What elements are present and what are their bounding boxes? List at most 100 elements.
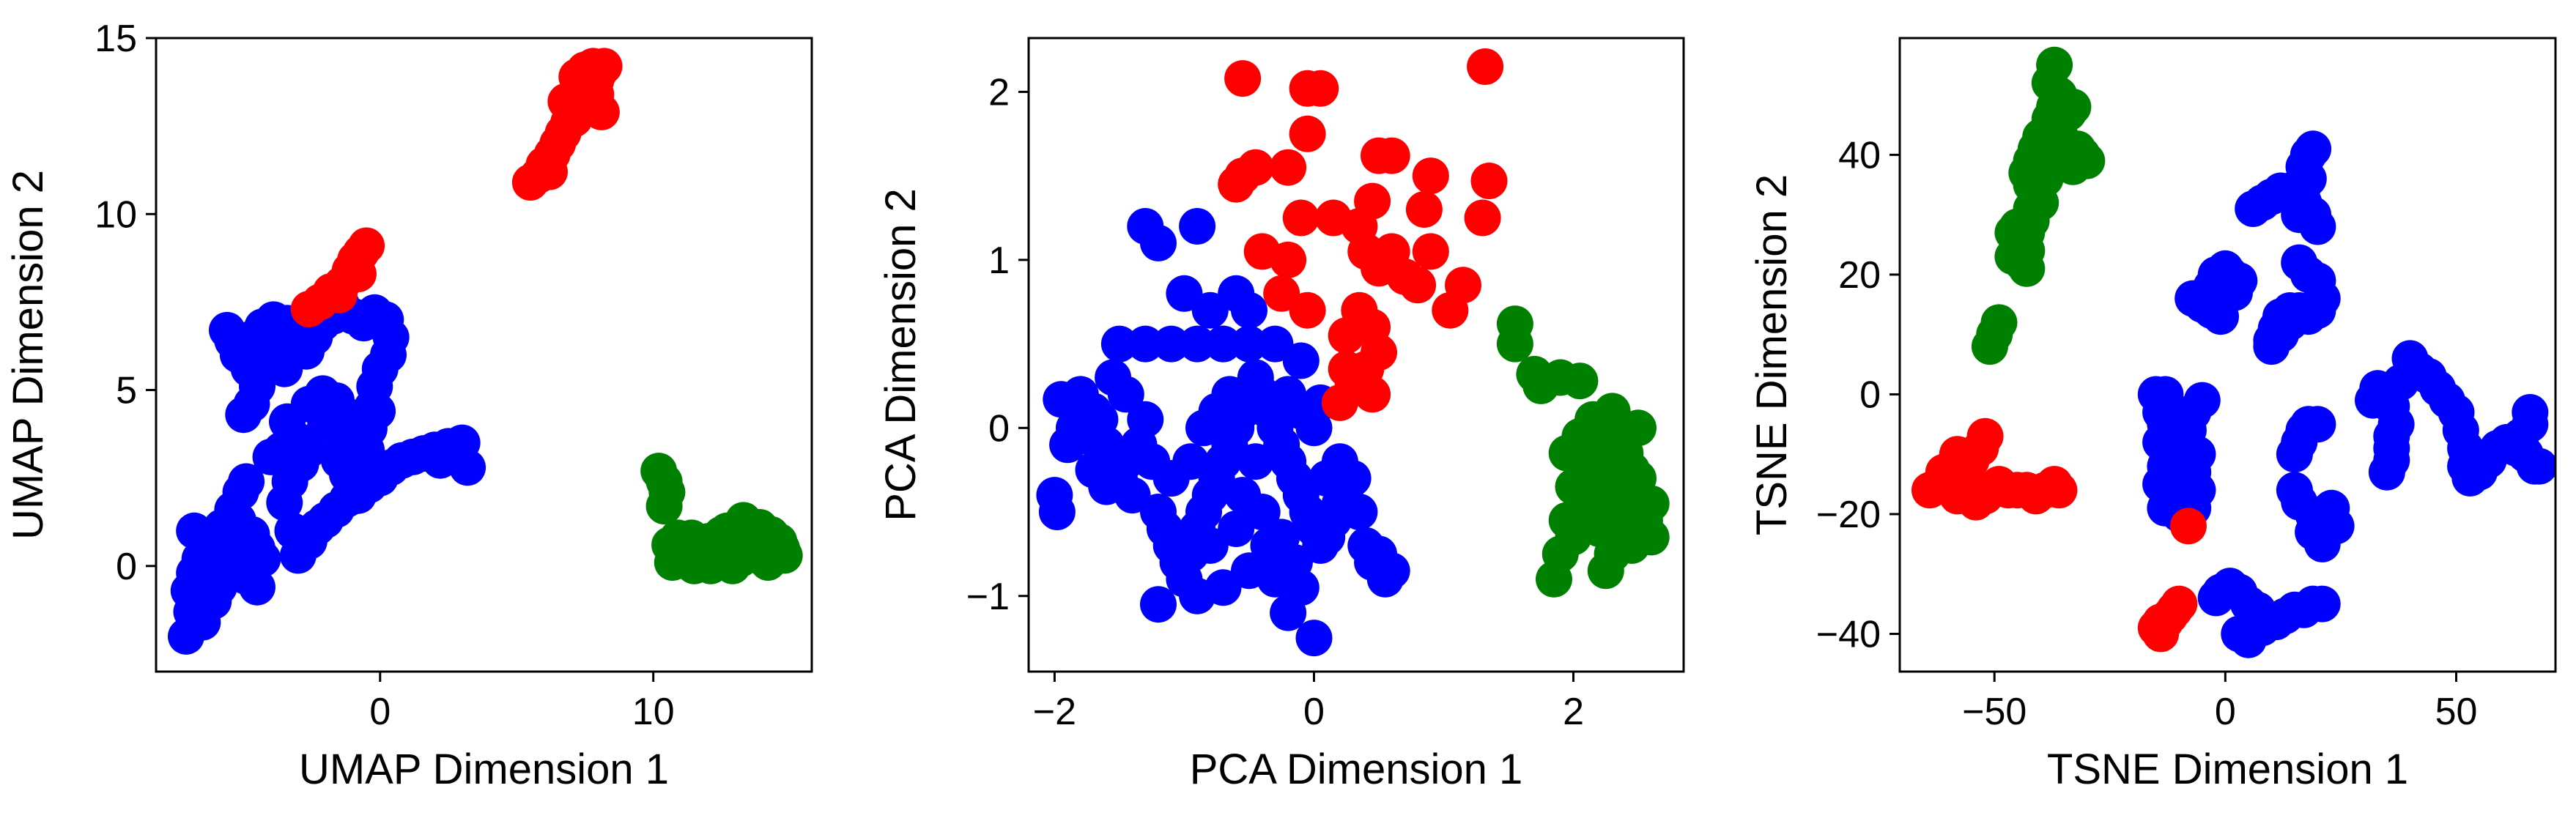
plot-points <box>168 48 803 655</box>
data-point-red <box>1289 115 1326 152</box>
plot-frame <box>1898 37 2557 673</box>
data-point-red <box>1224 60 1262 97</box>
data-point-blue <box>2295 130 2332 168</box>
data-point-red <box>1464 199 1501 237</box>
data-point-red <box>1289 291 1326 329</box>
plot-points <box>1911 46 2555 658</box>
data-point-blue <box>1127 208 1164 245</box>
data-point-blue <box>1276 543 1313 581</box>
data-point-green <box>1613 527 1651 564</box>
data-point-green <box>2008 250 2046 287</box>
data-point-blue <box>1204 569 1242 606</box>
data-point-red <box>1399 267 1437 304</box>
y-tick-label: 5 <box>116 370 137 412</box>
data-point-blue <box>228 463 265 500</box>
chart-panel-2: −2 0 2 −1 0 1 2 PCA Dimension 1 PCA Dimension 2 <box>877 37 1685 793</box>
y-tick-label: 0 <box>988 407 1010 450</box>
data-point-blue <box>2512 394 2549 431</box>
data-point-blue <box>1282 342 1320 379</box>
data-point-green <box>1555 519 1592 556</box>
data-point-blue <box>1256 325 1294 363</box>
data-point-blue <box>2520 447 2555 485</box>
data-point-blue <box>274 512 311 549</box>
data-point-green <box>1555 468 1592 505</box>
y-tick-label: 0 <box>1859 374 1881 416</box>
y-axis-label: UMAP Dimension 2 <box>4 170 52 540</box>
data-point-green <box>1994 214 2032 251</box>
data-point-blue <box>1191 291 1229 329</box>
data-point-blue <box>1179 208 1216 245</box>
y-tick-label: 20 <box>1838 254 1881 297</box>
data-point-green <box>1980 304 2018 341</box>
data-point-blue <box>2271 304 2309 341</box>
y-tick-label: −20 <box>1816 494 1881 536</box>
x-tick-label: 2 <box>1563 691 1584 733</box>
data-point-blue <box>1049 426 1087 464</box>
data-point-blue <box>1204 325 1242 363</box>
x-tick-label: 0 <box>369 691 391 733</box>
data-point-green <box>763 530 800 567</box>
data-point-blue <box>173 593 210 631</box>
data-point-blue <box>359 393 396 430</box>
data-point-green <box>1620 460 1657 497</box>
data-point-red <box>1218 166 1255 203</box>
data-point-blue <box>1127 401 1164 438</box>
data-point-green <box>2027 160 2064 198</box>
data-point-blue <box>1231 291 1267 329</box>
x-axis-label: PCA Dimension 1 <box>1190 746 1523 793</box>
y-tick-label: 15 <box>95 18 137 60</box>
data-point-blue <box>1341 494 1378 530</box>
data-point-red <box>2040 472 2078 509</box>
data-point-blue <box>225 396 262 434</box>
data-point-blue <box>266 350 303 387</box>
data-point-blue <box>1231 325 1267 363</box>
plot-frame <box>155 37 813 673</box>
data-point-blue <box>2276 472 2313 509</box>
data-point-blue <box>2183 382 2221 419</box>
data-point-green <box>714 547 751 584</box>
data-point-red <box>577 75 615 113</box>
data-point-green <box>645 488 683 525</box>
data-point-red <box>1412 157 1449 195</box>
y-tick-label: 40 <box>1838 134 1881 177</box>
data-point-red <box>2169 508 2207 545</box>
data-point-red <box>1263 275 1300 312</box>
x-tick-label: −50 <box>1962 691 2027 733</box>
data-point-blue <box>1179 325 1216 363</box>
data-point-blue <box>2355 382 2391 419</box>
data-point-red <box>2142 603 2180 641</box>
x-tick-label: 50 <box>2435 691 2478 733</box>
data-point-blue <box>1295 620 1333 657</box>
data-point-red <box>1328 317 1365 354</box>
chart-panel-1: 0 10 0 5 10 15 UMAP Dimension 1 UMAP Dimension … <box>4 18 813 793</box>
data-point-red <box>1373 137 1410 174</box>
data-point-blue <box>2368 453 2405 491</box>
data-point-green <box>1536 560 1572 598</box>
data-point-green <box>654 544 691 581</box>
data-point-red <box>1412 233 1449 270</box>
data-point-green <box>2050 136 2087 174</box>
data-point-blue <box>1231 552 1267 590</box>
data-point-blue <box>1237 443 1274 480</box>
data-point-blue <box>307 406 344 444</box>
data-point-green <box>1568 434 1605 472</box>
data-point-blue <box>1038 494 1076 530</box>
x-tick-label: 0 <box>1303 691 1325 733</box>
data-point-red <box>1467 48 1504 85</box>
data-point-green <box>1587 552 1624 590</box>
data-point-blue <box>1107 376 1144 413</box>
data-point-blue <box>1211 376 1248 413</box>
data-point-blue <box>1373 552 1410 590</box>
data-point-blue <box>1107 443 1144 480</box>
data-point-red <box>348 227 385 264</box>
data-point-blue <box>192 527 229 563</box>
data-point-blue <box>2197 579 2235 617</box>
data-point-red <box>1470 163 1508 199</box>
data-point-red <box>1939 478 1976 515</box>
data-point-blue <box>219 544 256 581</box>
data-point-green <box>2031 64 2068 102</box>
data-point-red <box>1270 149 1307 186</box>
data-point-red <box>1953 442 1990 479</box>
data-point-blue <box>1321 443 1358 480</box>
